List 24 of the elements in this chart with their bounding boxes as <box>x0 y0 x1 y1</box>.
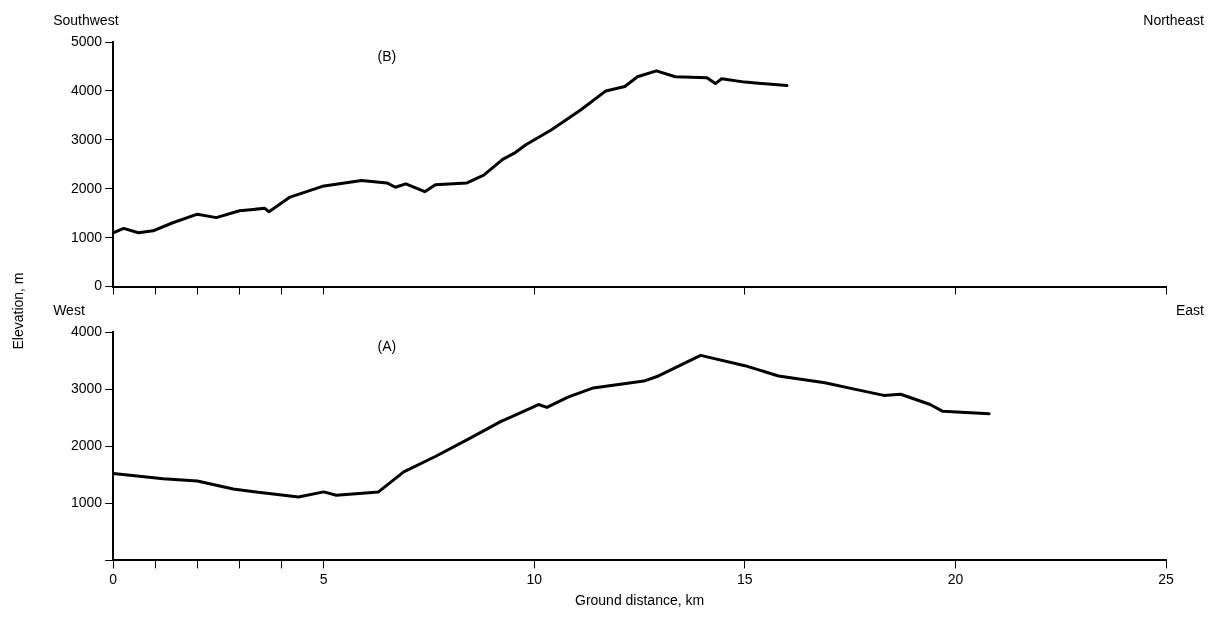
x-tick-label: 10 <box>526 570 543 587</box>
text: East <box>1175 301 1205 318</box>
y-axis-title: Elevation, m <box>10 272 27 350</box>
y-tick-label: 1000 <box>70 494 103 511</box>
x-tick-label: 15 <box>737 570 753 587</box>
y-tick-label: 1000 <box>70 228 103 245</box>
text: Northeast <box>1143 11 1205 28</box>
y-tick-label: 0 <box>94 277 103 294</box>
x-tick-label: 5 <box>319 570 328 587</box>
y-tick-label: 3000 <box>70 130 103 147</box>
annotation: (B) <box>377 47 397 64</box>
y-tick-label: 2000 <box>70 179 103 196</box>
y-tick-label: 4000 <box>70 81 103 98</box>
text: Southwest <box>53 11 119 28</box>
y-tick-label: 2000 <box>70 437 103 454</box>
y-tick-label: 4000 <box>70 322 103 339</box>
annotation: (A) <box>377 337 397 354</box>
y-tick-label: 3000 <box>70 379 103 396</box>
text: West <box>53 301 85 318</box>
x-axis-title: Ground distance, km <box>574 592 705 609</box>
x-tick-label: 25 <box>1158 570 1174 587</box>
x-tick-label: 20 <box>947 570 964 587</box>
y-tick-label: 5000 <box>70 32 103 49</box>
x-tick-label: 0 <box>109 570 118 587</box>
